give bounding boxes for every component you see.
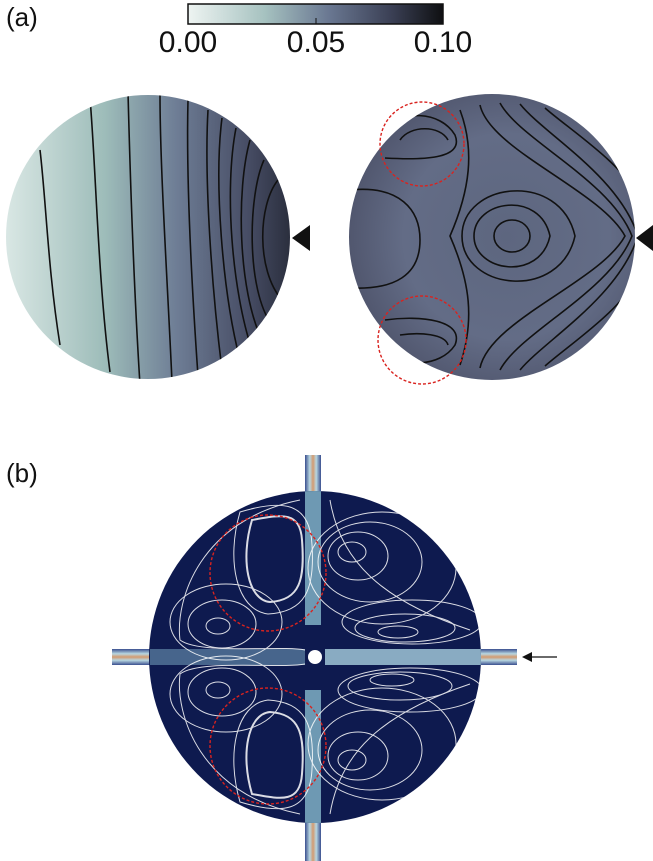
panel-a-label: (a) <box>6 2 38 32</box>
panel-b-label: (b) <box>6 458 38 488</box>
colorbar-tick-0: 0.00 <box>158 26 218 59</box>
highlight-circle-top-a <box>379 101 465 187</box>
highlight-circle-bottom-b <box>209 687 327 805</box>
right-disk <box>349 94 653 380</box>
colorbar-tick-2: 0.10 <box>413 26 473 59</box>
right-channel <box>470 649 517 665</box>
left-disk <box>6 95 310 379</box>
center-obstacle <box>308 650 322 664</box>
highlight-circle-top-b <box>209 514 327 632</box>
highlight-circle-bottom-a <box>377 295 467 385</box>
colorbar-tick-1: 0.05 <box>286 26 346 59</box>
inflow-arrow <box>522 652 557 662</box>
left-channel <box>112 649 157 665</box>
flow-disk <box>112 455 517 861</box>
colorbar <box>187 3 444 25</box>
